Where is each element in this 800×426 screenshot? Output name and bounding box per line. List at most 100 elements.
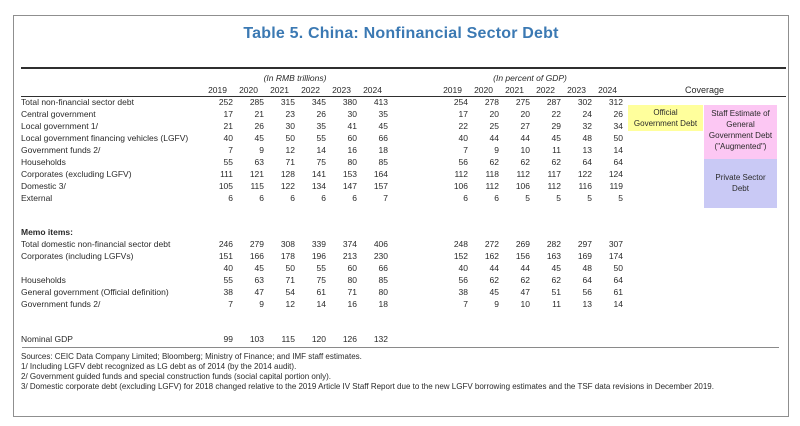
table-row: Government funds 2/7 9 12 14 16 18 7 9 10 11 13 14 [21, 299, 786, 311]
value-cell-gdp-2020: 6 [494, 192, 499, 203]
column-gap [388, 181, 437, 193]
value-cell-rmb-2021: 50 [285, 132, 295, 143]
value-cell-gdp-2024: 119 [609, 180, 624, 191]
value-cell-gdp-2020: 25 [489, 120, 499, 131]
value-cell-gdp-2021 [499, 227, 530, 239]
value-cell-rmb-2021: 12 [285, 144, 295, 155]
label-column-header [21, 67, 202, 84]
coverage-cell [623, 227, 786, 239]
coverage-cell [623, 334, 786, 346]
spacer-cell [21, 205, 786, 227]
row-label [21, 263, 202, 275]
value-cell-gdp-2022: 62 [551, 274, 561, 285]
value-cell-gdp-2019: 22 [458, 120, 468, 131]
value-cell-rmb-2020: 45 [254, 262, 264, 273]
value-cell-gdp-2024: 307 [608, 238, 624, 249]
column-gap [388, 251, 437, 263]
value-cell-rmb-2023 [326, 227, 357, 239]
row-label: Government funds 2/ [21, 298, 101, 309]
value-cell-rmb-2020: 6 [259, 192, 264, 203]
value-cell-gdp-2019 [437, 334, 468, 346]
value-cell-gdp-2024: 64 [613, 156, 624, 167]
table-row: Central government 17 21 23 26 30 35 17 20 20 22 24… [21, 109, 786, 121]
value-cell-rmb-2024: 413 [373, 97, 388, 107]
value-cell-gdp-2020: 62 [489, 156, 499, 167]
debt-table: (In RMB trillions) (In percent of GDP) C… [21, 67, 787, 346]
value-cell-gdp-2021: 10 [520, 144, 530, 155]
value-cell-gdp-2021: 112 [516, 168, 530, 179]
column-gap [388, 263, 437, 275]
value-cell-gdp-2022: 51 [551, 286, 561, 297]
column-gap [388, 334, 437, 346]
row-label: Nominal GDP [21, 333, 73, 344]
footnote-line: Sources: CEIC Data Company Limited; Bloo… [21, 352, 362, 361]
row-label: Households [21, 156, 66, 167]
column-gap [388, 275, 437, 287]
value-cell-rmb-2020: 9 [259, 298, 264, 309]
year-header: 2023 [561, 84, 592, 97]
spacer-row [21, 311, 786, 334]
footnote-line: 3/ Domestic corporate debt (excluding LG… [21, 382, 714, 391]
coverage-box-line: Staff Estimate of [711, 109, 770, 118]
value-cell-rmb-2020: 103 [249, 333, 264, 344]
value-cell-gdp-2023: 116 [578, 180, 592, 191]
value-cell-rmb-2023: 147 [342, 180, 357, 191]
coverage-cell [623, 251, 786, 263]
value-cell-rmb-2022: 345 [311, 97, 326, 107]
value-cell-gdp-2019: 248 [453, 238, 468, 249]
value-cell-rmb-2021: 71 [285, 274, 295, 285]
row-label: Memo items: [21, 226, 73, 237]
table-row: Households 55 63 71 75 80 85 56 62 62 62 64 64 [21, 157, 786, 169]
value-cell-rmb-2023: 60 [347, 132, 357, 143]
value-cell-rmb-2022: 55 [316, 262, 326, 273]
value-cell-gdp-2020: 9 [494, 144, 499, 155]
column-gap [388, 299, 437, 311]
value-cell-gdp-2024: 14 [613, 298, 624, 309]
value-cell-gdp-2020 [468, 334, 499, 346]
value-cell-rmb-2020: 121 [249, 168, 264, 179]
value-cell-rmb-2023: 80 [347, 156, 357, 167]
value-cell-rmb-2019: 105 [218, 180, 233, 191]
footnotes: Sources: CEIC Data Company Limited; Bloo… [21, 352, 779, 392]
value-cell-gdp-2019: 112 [454, 168, 468, 179]
coverage-cell [623, 299, 786, 311]
value-cell-rmb-2024: 35 [378, 108, 388, 119]
value-cell-rmb-2023: 71 [347, 286, 357, 297]
value-cell-gdp-2022: 29 [551, 120, 561, 131]
value-cell-rmb-2019: 38 [223, 286, 233, 297]
value-cell-rmb-2019 [202, 227, 233, 239]
column-gap [388, 67, 437, 84]
value-cell-rmb-2021: 128 [280, 168, 295, 179]
value-cell-rmb-2024: 85 [378, 274, 388, 285]
value-cell-gdp-2019: 56 [458, 274, 468, 285]
coverage-box-line: Official [653, 108, 678, 117]
value-cell-gdp-2023: 64 [582, 156, 592, 167]
value-cell-gdp-2024: 26 [613, 108, 624, 119]
row-label: Local government 1/ [21, 120, 99, 131]
value-cell-rmb-2022: 14 [316, 298, 326, 309]
row-label: General government (Official definition) [21, 286, 169, 297]
value-cell-gdp-2020: 44 [489, 132, 499, 143]
debt-table-body: Total non-financial sector debt 252 285 315… [21, 97, 786, 346]
coverage-box-private-sector-debt: Private Sector Debt [704, 159, 777, 208]
value-cell-gdp-2023: 64 [582, 274, 592, 285]
value-cell-gdp-2024: 174 [608, 250, 624, 261]
value-cell-rmb-2019: 151 [218, 250, 233, 261]
row-label: Domestic 3/ [21, 180, 66, 191]
value-cell-gdp-2023: 13 [582, 298, 592, 309]
value-cell-gdp-2021: 44 [520, 132, 530, 143]
value-cell-rmb-2023: 41 [347, 120, 357, 131]
value-cell-gdp-2019: 7 [463, 298, 468, 309]
value-cell-rmb-2022: 196 [311, 250, 326, 261]
row-label: Total non-financial sector debt [21, 97, 134, 107]
value-cell-rmb-2023: 16 [347, 298, 357, 309]
value-cell-rmb-2024: 45 [378, 120, 388, 131]
value-cell-gdp-2019: 7 [463, 144, 468, 155]
value-cell-gdp-2019: 152 [453, 250, 468, 261]
value-cell-gdp-2024: 50 [613, 262, 624, 273]
value-cell-gdp-2019: 56 [458, 156, 468, 167]
footnote-line: 1/ Including LGFV debt recognized as LG … [21, 362, 297, 371]
value-cell-rmb-2019: 111 [220, 168, 233, 179]
coverage-box-line: Government Debt [633, 119, 698, 128]
row-label: Households [21, 274, 66, 285]
